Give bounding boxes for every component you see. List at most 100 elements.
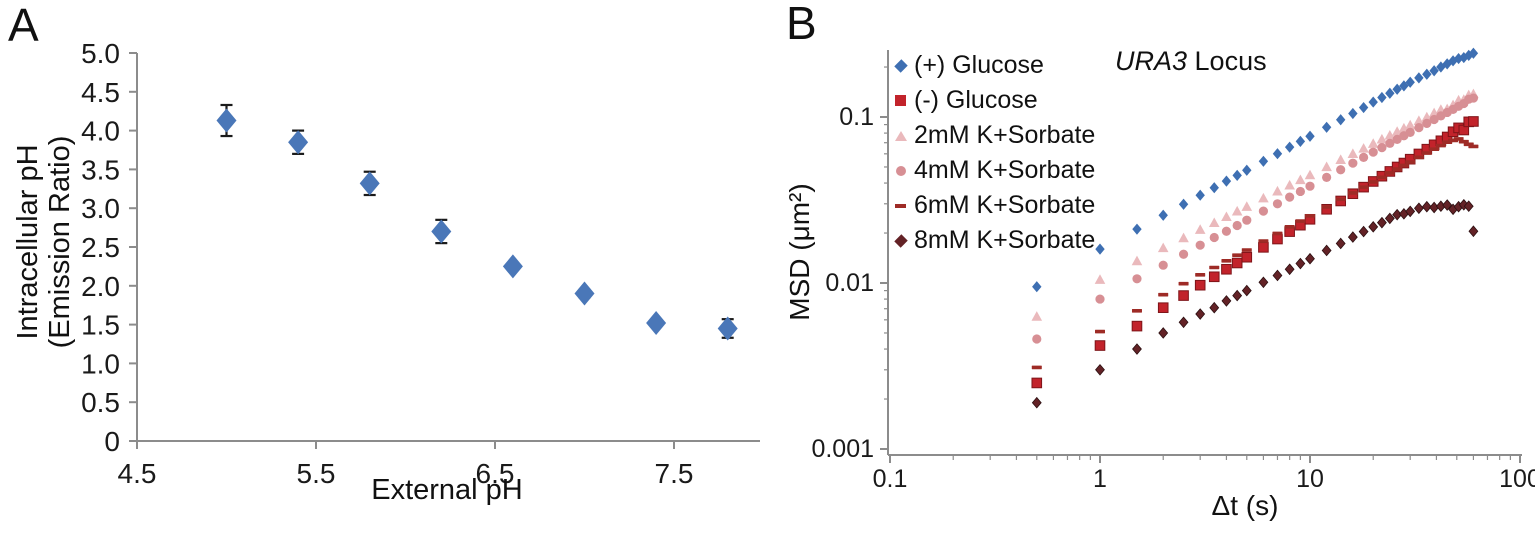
x-tick-label: 0.1 — [873, 465, 908, 493]
circle-marker-icon — [1377, 143, 1387, 153]
diamond-marker-icon — [1132, 223, 1142, 235]
legend-label: (-) Glucose — [914, 86, 1038, 114]
dash-marker-icon — [1405, 160, 1416, 164]
x-tick-label: 5.5 — [297, 458, 336, 489]
dash-marker-icon — [1421, 151, 1432, 155]
panel-b-label: B — [786, 0, 817, 49]
series-6mm-k+sorbate — [1031, 137, 1479, 370]
data-point — [502, 254, 523, 279]
triangle-marker-icon — [1031, 311, 1043, 321]
diamond-marker-icon — [717, 316, 738, 341]
legend-square-icon — [893, 95, 908, 106]
diamond-marker-icon — [1442, 58, 1452, 70]
dash-marker-icon — [1335, 197, 1346, 202]
circle-marker-icon — [1221, 226, 1232, 236]
axes — [129, 52, 760, 449]
diamond-marker-icon — [1158, 327, 1169, 339]
circle-marker-icon — [1359, 152, 1369, 162]
diamond-marker-icon — [1321, 121, 1332, 133]
dash-marker-icon — [1398, 163, 1409, 168]
diamond-marker-icon — [1384, 212, 1395, 225]
y-tick-labels: 5.0 4.5 4.0 3.5 3.0 2.5 2.0 1.5 1.0 0.5 0 — [81, 38, 120, 457]
diamond-marker-icon — [1221, 175, 1232, 187]
triangle-marker-icon — [1391, 126, 1403, 136]
x-tick-label: 10 — [1296, 465, 1324, 493]
triangle-marker-icon — [1321, 161, 1332, 172]
diamond-marker-icon — [1258, 276, 1269, 289]
dash-marker-icon — [1435, 143, 1446, 148]
triangle-marker-icon — [1231, 205, 1243, 216]
series-8mm-k+sorbate — [1031, 198, 1479, 409]
dash-marker-icon — [1272, 231, 1283, 236]
series--+-glucose — [1032, 47, 1479, 293]
triangle-marker-icon — [1376, 133, 1388, 144]
dash-marker-icon — [1158, 292, 1169, 297]
circle-marker-icon — [1272, 199, 1283, 209]
circle-marker-icon — [1232, 220, 1242, 231]
diamond-marker-icon — [1321, 244, 1332, 257]
legend-label: 2mM K+Sorbate — [914, 121, 1096, 149]
y-tick-labels: 0.1 0.01 0.001 — [811, 103, 874, 463]
legend-label: (+) Glucose — [914, 51, 1044, 79]
legend-item-4mm-k+sorbate: 4mM K+Sorbate — [893, 153, 1095, 188]
square-marker-icon — [1231, 257, 1243, 269]
circle-marker-icon — [1322, 172, 1332, 182]
triangle-marker-icon — [1194, 224, 1206, 234]
diamond-marker-icon — [1422, 68, 1432, 80]
y-tick-label: 0.001 — [811, 435, 874, 463]
triangle-marker-icon — [1157, 242, 1169, 253]
legend-item-2mm-k+sorbate: 2mM K+Sorbate — [893, 118, 1095, 153]
dash-marker-icon — [1258, 239, 1269, 243]
x-tick-labels: 4.5 5.5 6.5 7.5 — [118, 458, 694, 489]
y-tick-label: 0.1 — [839, 103, 874, 131]
dash-marker-icon — [1195, 273, 1206, 277]
x-tick-label: 7.5 — [655, 458, 694, 489]
y-tick-label: 2.0 — [81, 271, 120, 302]
circle-marker-icon — [1348, 158, 1358, 168]
y-tick-label: 3.5 — [81, 154, 120, 185]
data-point — [717, 316, 738, 341]
diamond-marker-icon — [1376, 216, 1387, 229]
legend-item--+-glucose: (+) Glucose — [893, 48, 1095, 83]
triangle-marker-icon — [1094, 274, 1106, 284]
diamond-marker-icon — [1242, 164, 1252, 176]
circle-marker-icon — [1385, 138, 1395, 148]
circle-marker-icon — [1414, 123, 1424, 133]
circle-marker-icon — [1209, 232, 1219, 243]
diamond-marker-icon — [359, 171, 380, 196]
circle-marker-icon — [1132, 274, 1142, 284]
square-marker-icon — [1178, 290, 1189, 301]
circle-marker-icon — [1422, 118, 1432, 129]
diamond-marker-icon — [1429, 65, 1439, 77]
diamond-marker-icon — [1463, 200, 1474, 213]
legend-item-8mm-k+sorbate: 8mM K+Sorbate — [893, 223, 1095, 258]
diamond-marker-icon — [1272, 148, 1283, 160]
y-tick-label: 1.0 — [81, 348, 120, 379]
triangle-marker-icon — [1221, 211, 1232, 222]
legend-label: 6mM K+Sorbate — [914, 191, 1096, 219]
y-tick-label: 4.5 — [81, 77, 120, 108]
triangle-marker-icon — [1295, 174, 1306, 185]
circle-marker-icon — [1158, 260, 1168, 270]
legend-diamond-small-icon — [893, 233, 908, 248]
diamond-marker-icon — [1209, 182, 1219, 194]
circle-marker-icon — [1285, 192, 1295, 202]
circle-marker-icon — [1195, 240, 1205, 250]
legend-dash-icon — [893, 203, 908, 208]
y-tick-label: 0.01 — [825, 269, 874, 297]
panel-a-x-axis-title: External pH — [371, 474, 523, 506]
dash-marker-icon — [1413, 155, 1424, 160]
diamond-marker-icon — [1178, 316, 1189, 329]
triangle-marker-icon — [1367, 138, 1379, 148]
dash-marker-icon — [1376, 175, 1387, 180]
circle-marker-icon — [1032, 334, 1042, 344]
diamond-marker-icon — [1272, 269, 1283, 282]
dash-marker-icon — [1295, 219, 1306, 223]
diamond-marker-icon — [1305, 130, 1315, 142]
series-4mm-k+sorbate — [1032, 93, 1479, 344]
diamond-marker-icon — [1421, 200, 1432, 213]
data-point — [574, 281, 595, 306]
y-tick-label: 4.0 — [81, 116, 120, 147]
legend-label: 8mM K+Sorbate — [914, 226, 1096, 254]
circle-marker-icon — [1468, 93, 1479, 103]
